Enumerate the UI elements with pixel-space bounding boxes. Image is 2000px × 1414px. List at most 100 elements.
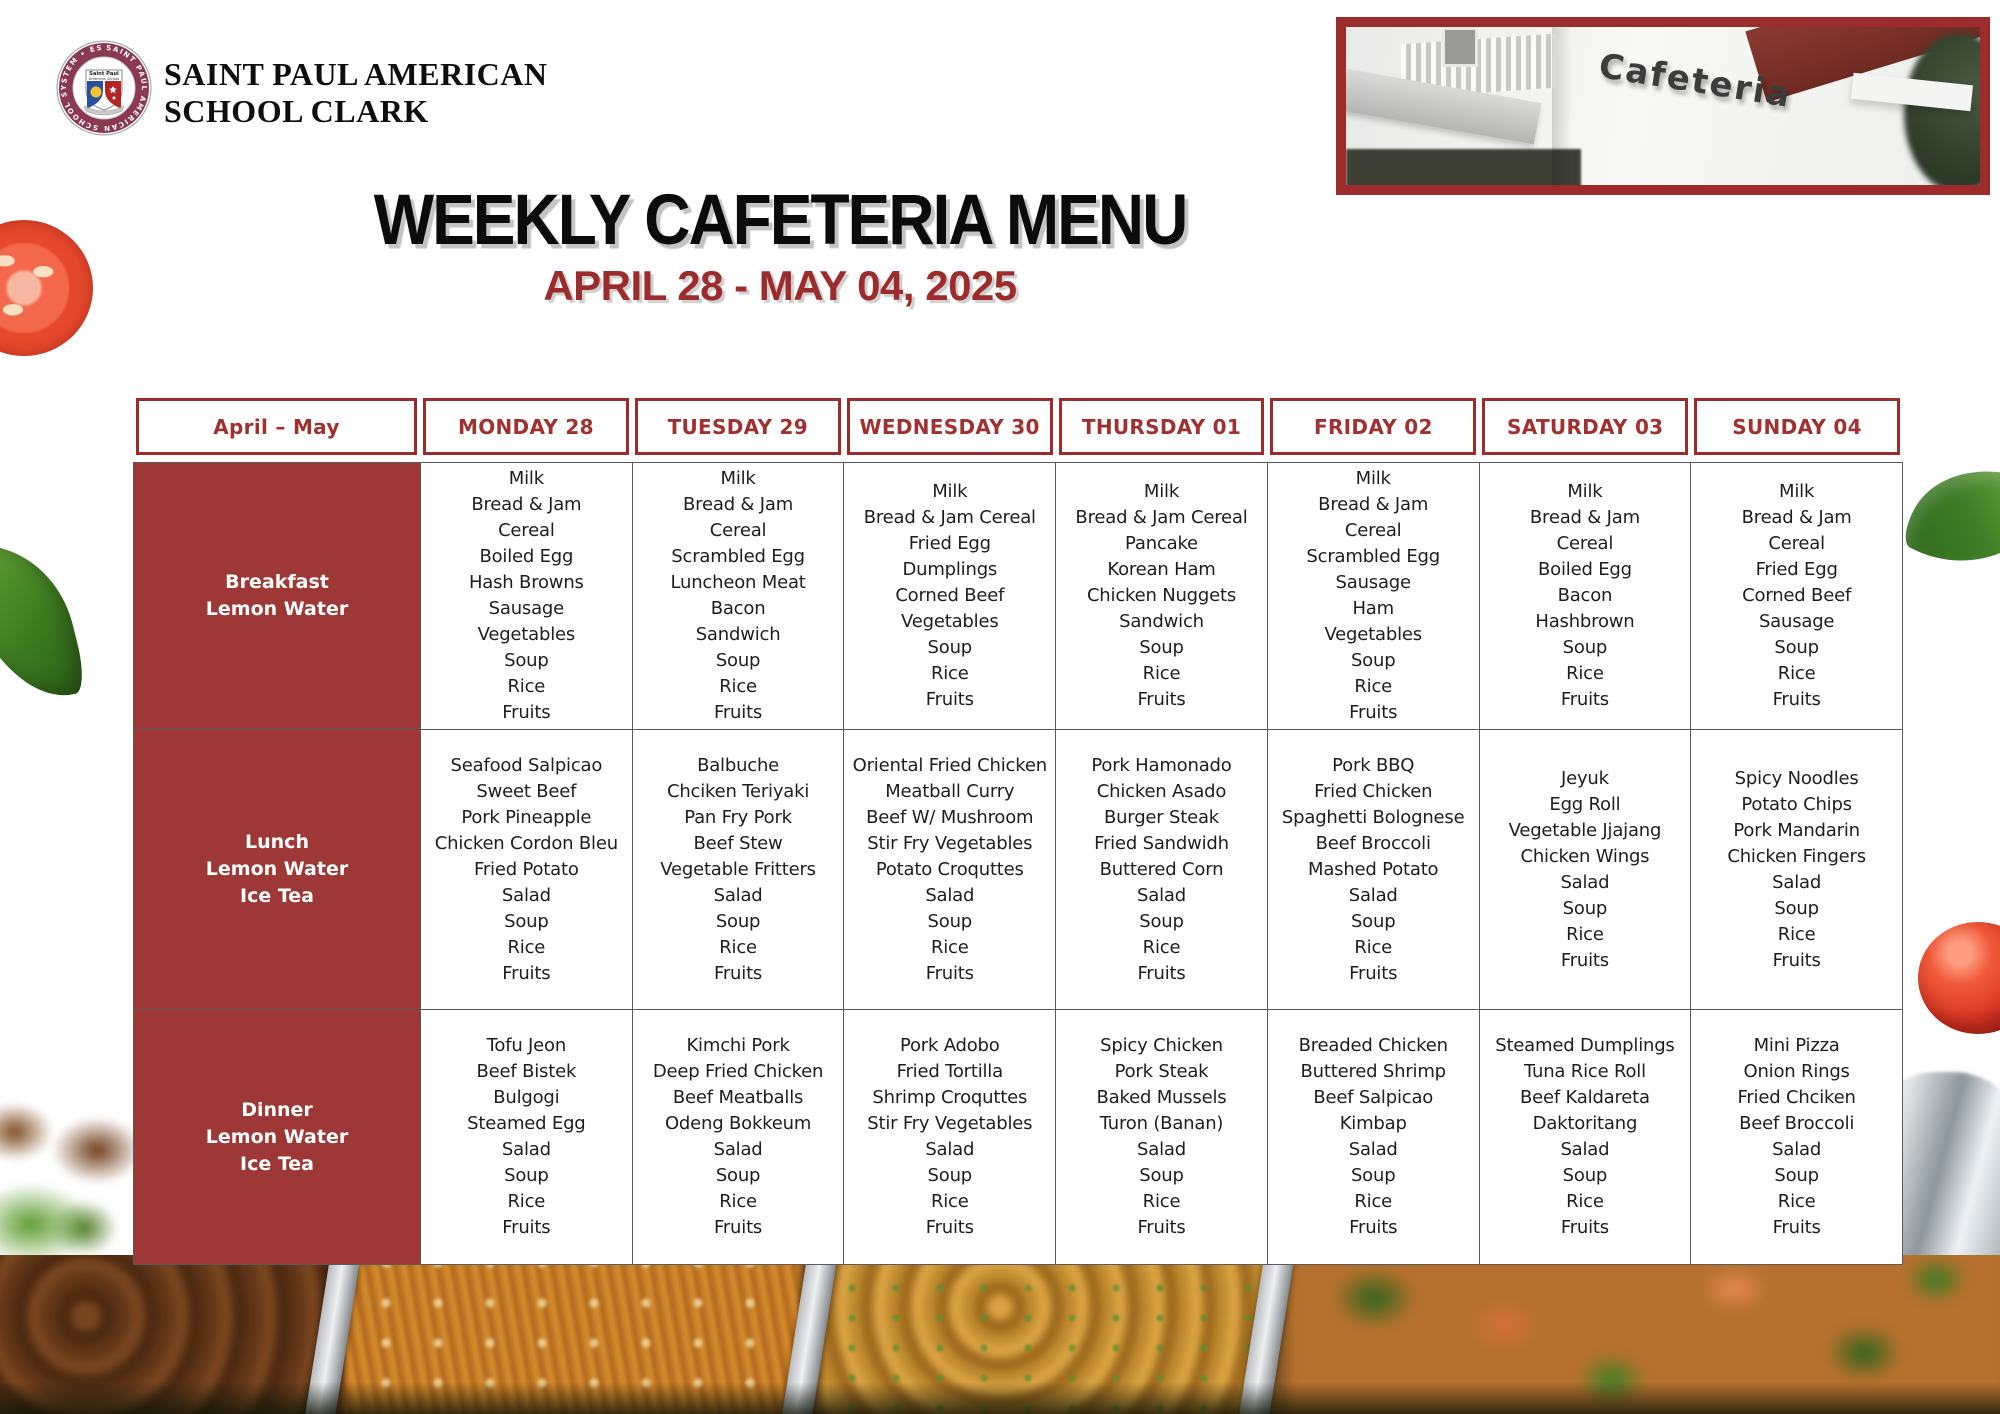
menu-item: Vegetables: [1324, 624, 1422, 645]
menu-item: Fried Egg: [908, 533, 991, 554]
menu-item: Meatball Curry: [885, 780, 1015, 802]
menu-item: Pork Mandarin: [1733, 819, 1860, 841]
menu-item: Salad: [501, 1139, 551, 1160]
menu-item: Bread & Jam: [683, 494, 794, 515]
menu-item: Soup: [1139, 910, 1184, 932]
menu-item: Soup: [504, 910, 549, 932]
menu-item: Rice: [1354, 1191, 1393, 1212]
menu-item: Kimchi Pork: [686, 1035, 790, 1056]
column-header-day: MONDAY 28: [423, 398, 629, 455]
menu-item: Rice: [930, 663, 969, 684]
menu-item: Breaded Chicken: [1298, 1035, 1448, 1056]
menu-item: Soup: [504, 1165, 549, 1186]
meal-row-label: Lunch Lemon Water Ice Tea: [134, 730, 421, 1010]
menu-item: Salad: [1560, 1139, 1610, 1160]
menu-item: Vegetable Fritters: [660, 858, 816, 880]
school-name: SAINT PAUL AMERICAN SCHOOL CLARK: [164, 56, 547, 130]
menu-cell: Pork Hamonado Chicken Asado Burger Steak Fr…: [1056, 730, 1268, 1010]
menu-item: Scrambled Egg: [671, 546, 805, 567]
meal-label-line: Lunch: [245, 831, 309, 853]
menu-item: Dumplings: [902, 559, 998, 580]
menu-item: Buttered Shrimp: [1300, 1061, 1447, 1082]
meal-label-line: Dinner: [241, 1098, 313, 1121]
leaf-image: [1897, 436, 2000, 598]
menu-item: Fruits: [1349, 702, 1398, 723]
menu-cell: Milk Bread & Jam Cereal Boiled Egg Bacon Hash…: [1479, 463, 1692, 730]
menu-item: Fruits: [1137, 689, 1186, 710]
menu-item: Deep Fried Chicken: [652, 1061, 824, 1082]
menu-cell: Milk Bread & Jam Cereal Fried Egg Corned Bee…: [1691, 463, 1903, 730]
menu-item: Potato Croquttes: [875, 858, 1024, 880]
menu-item: Beef Salpicao: [1313, 1087, 1434, 1108]
menu-item: Corned Beef: [1742, 585, 1852, 606]
column-header-month: April – May: [136, 398, 417, 455]
menu-cell: Milk Bread & Jam Cereal Boiled Egg Hash Brow…: [421, 463, 633, 730]
menu-item: Baked Mussels: [1096, 1087, 1227, 1108]
menu-item: Fried Sandwidh: [1094, 832, 1229, 854]
menu-item: Milk: [932, 481, 968, 502]
menu-item: Rice: [1566, 1191, 1604, 1212]
menu-item: Fruits: [714, 1217, 763, 1238]
cafeteria-photo-frame: Cafeteria: [1336, 17, 1990, 195]
menu-item: Luncheon Meat: [670, 572, 806, 593]
menu-item: Fried Egg: [1755, 559, 1838, 580]
menu-item: Salad: [925, 1139, 975, 1160]
menu-item: Milk: [1567, 481, 1603, 502]
menu-item: Rice: [507, 936, 546, 958]
menu-item: Bread & Jam: [1741, 507, 1852, 528]
menu-item: Spaghetti Bolognese: [1281, 806, 1465, 828]
menu-cell: Milk Bread & Jam Cereal Fried Egg Dumplings…: [844, 463, 1057, 730]
menu-cell: Pork Adobo Fried Tortilla Shrimp Croquttes…: [844, 1010, 1057, 1265]
menu-item: Mini Pizza: [1753, 1035, 1840, 1056]
menu-cell: Breaded Chicken Buttered Shrimp Beef Salpi…: [1267, 1010, 1480, 1265]
menu-item: Beef Meatballs: [672, 1087, 804, 1108]
menu-item: Fried Tortilla: [896, 1061, 1004, 1082]
menu-item: Rice: [1777, 923, 1816, 945]
title-block: WEEKLY CAFETERIA MENU APRIL 28 - MAY 04,…: [0, 178, 1560, 310]
seal-shield: Saint Paul American School: [83, 69, 125, 116]
menu-item: Rice: [719, 676, 757, 697]
building-corner-shadow: [1552, 27, 1572, 185]
menu-cell: Balbuche Chciken Teriyaki Pan Fry Pork Beef…: [632, 730, 845, 1010]
menu-item: Odeng Bokkeum: [664, 1113, 812, 1134]
menu-item: Beef W/ Mushroom: [866, 806, 1034, 828]
menu-item: Bulgogi: [493, 1087, 560, 1108]
meal-label-line: Breakfast: [225, 571, 329, 593]
menu-item: Fried Chicken: [1314, 780, 1433, 802]
menu-item: Sausage: [488, 598, 565, 619]
menu-item: Pancake: [1125, 533, 1198, 554]
menu-cell: Mini Pizza Onion Rings Fried Chciken Beef B…: [1691, 1010, 1903, 1265]
menu-cell: Milk Bread & Jam Cereal Scrambled Egg Sausag…: [1267, 463, 1480, 730]
meal-row-label: Breakfast Lemon Water: [134, 463, 421, 730]
menu-item: Salad: [1772, 1139, 1822, 1160]
menu-item: Buttered Corn: [1099, 858, 1224, 880]
menu-item: Rice: [1142, 663, 1181, 684]
menu-item: Bread & Jam Cereal: [1075, 507, 1248, 528]
menu-item: Sausage: [1758, 611, 1835, 632]
menu-item: Ham: [1352, 598, 1394, 619]
menu-cell: Spicy Chicken Pork Steak Baked Mussels Turo…: [1056, 1010, 1268, 1265]
menu-item: Fruits: [1772, 1217, 1821, 1238]
menu-item: Fruits: [1772, 689, 1821, 710]
menu-item: Beef Kaldareta: [1519, 1087, 1650, 1108]
menu-item: Chciken Teriyaki: [666, 780, 810, 802]
menu-cell: Seafood Salpicao Sweet Beef Pork Pineapple…: [421, 730, 633, 1010]
column-header-day: SATURDAY 03: [1482, 398, 1689, 455]
menu-item: Oriental Fried Chicken: [852, 754, 1047, 776]
menu-item: Shrimp Croquttes: [872, 1087, 1028, 1108]
menu-item: Cereal: [709, 520, 767, 541]
menu-item: Milk: [720, 468, 756, 489]
cafeteria-building-photo: Cafeteria: [1346, 27, 1980, 185]
page-title: WEEKLY CAFETERIA MENU: [373, 179, 1189, 260]
menu-item: Hash Browns: [468, 572, 584, 593]
menu-item: Hashbrown: [1535, 611, 1635, 632]
menu-item: Sausage: [1335, 572, 1412, 593]
menu-item: Fruits: [1560, 949, 1609, 971]
menu-item: Fruits: [1772, 949, 1821, 971]
meal-label-line: Lemon Water: [205, 1125, 349, 1148]
menu-item: Rice: [719, 936, 757, 958]
menu-item: Soup: [927, 910, 973, 932]
menu-item: Milk: [1143, 481, 1180, 502]
menu-item: Burger Steak: [1103, 806, 1220, 828]
menu-item: Milk: [1779, 481, 1815, 502]
